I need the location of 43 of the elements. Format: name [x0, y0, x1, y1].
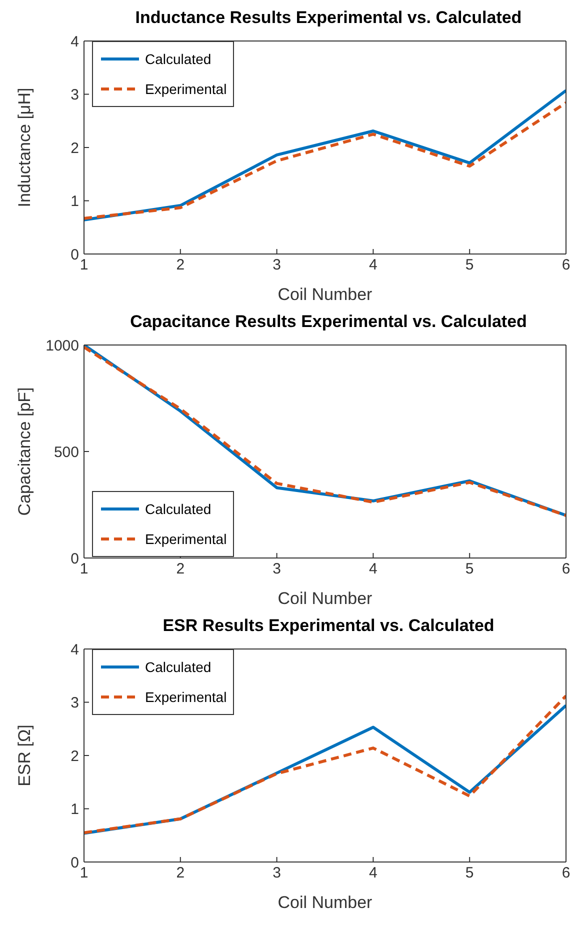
y-tick-label: 0 [70, 550, 79, 568]
x-tick-label: 5 [465, 560, 474, 578]
x-tick-label: 5 [465, 256, 474, 274]
x-axis-title: Coil Number [278, 285, 373, 304]
y-tick-label: 1000 [46, 337, 79, 354]
legend-label: Calculated [145, 659, 212, 675]
y-tick-label: 1 [70, 193, 79, 210]
x-tick-label: 4 [369, 864, 378, 882]
y-tick-label: 3 [70, 86, 79, 104]
legend-label: Calculated [145, 51, 212, 67]
chart-title: ESR Results Experimental vs. Calculated [162, 616, 496, 637]
y-axis-title: ESR [Ω] [15, 724, 34, 786]
x-axis-title: Coil Number [278, 893, 373, 912]
y-axis-title: Inductance [μH] [15, 88, 34, 208]
x-tick-label: 6 [562, 560, 570, 578]
y-tick-label: 1 [70, 801, 79, 818]
x-tick-label: 4 [369, 256, 378, 274]
legend-label: Calculated [145, 501, 212, 517]
x-tick-label: 6 [562, 864, 570, 882]
y-tick-label: 500 [54, 444, 79, 461]
y-tick-label: 2 [70, 748, 79, 765]
y-tick-label: 2 [70, 140, 79, 157]
y-tick-label: 4 [70, 33, 79, 50]
y-tick-label: 4 [70, 641, 79, 658]
chart-title: Inductance Results Experimental vs. Calculated [134, 8, 523, 29]
x-tick-label: 6 [562, 256, 570, 274]
x-tick-label: 5 [465, 864, 474, 882]
x-tick-label: 2 [176, 560, 185, 578]
x-tick-label: 3 [272, 256, 281, 274]
legend-label: Experimental [145, 531, 227, 547]
x-tick-label: 2 [176, 864, 185, 882]
y-tick-label: 0 [70, 854, 79, 872]
chart-title: Capacitance Results Experimental vs. Calculated [129, 312, 528, 333]
y-tick-label: 3 [70, 694, 79, 712]
y-tick-label: 0 [70, 246, 79, 264]
x-axis-title: Coil Number [278, 589, 373, 608]
x-tick-label: 3 [272, 864, 281, 882]
x-tick-label: 3 [272, 560, 281, 578]
x-tick-label: 2 [176, 256, 185, 274]
y-axis-title: Capacitance [pF] [15, 387, 34, 516]
legend-label: Experimental [145, 81, 227, 97]
x-tick-label: 4 [369, 560, 378, 578]
legend-label: Experimental [145, 689, 227, 705]
